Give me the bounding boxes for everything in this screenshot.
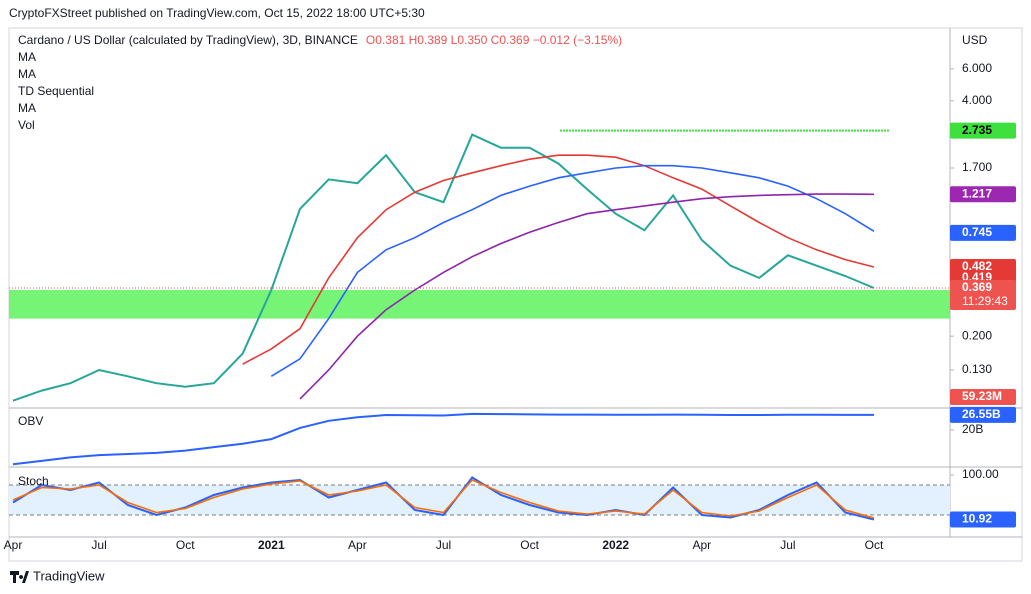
- x-tick-label: 2022: [602, 538, 629, 552]
- x-tick-label: Jul: [91, 538, 106, 552]
- value-badge-label: 26.55B: [962, 407, 1001, 421]
- pane: [9, 129, 950, 402]
- x-tick-label: Apr: [4, 538, 23, 552]
- y-tick-label: 0.130: [962, 362, 992, 376]
- value-badge: [950, 511, 1016, 528]
- indicator-name: Vol: [18, 118, 35, 132]
- y-tick-label: 4.000: [962, 93, 992, 107]
- pane-title: OBV: [18, 414, 43, 428]
- volume-badge: [950, 389, 1016, 405]
- pane-title: Cardano / US Dollar (calculated by Tradi…: [18, 33, 358, 47]
- series-line: [12, 412, 874, 466]
- series-line: [242, 154, 875, 365]
- indicator-name: MA: [18, 101, 36, 115]
- indicator-name: TD Sequential: [18, 84, 94, 98]
- x-tick-label: Apr: [348, 538, 367, 552]
- indicator-name: MA: [18, 67, 36, 81]
- pane: [12, 412, 874, 466]
- ohlc-values: O0.381 H0.389 L0.350 C0.369 −0.012 (−3.1…: [366, 33, 622, 47]
- x-tick-label: Jul: [436, 538, 451, 552]
- price-badge-label: 0.745: [962, 225, 992, 239]
- y-axis-label: USD: [962, 33, 988, 47]
- price-badge-label: 2.735: [962, 123, 992, 137]
- x-tick-label: Oct: [520, 538, 539, 552]
- y-tick-label: 1.700: [962, 160, 992, 174]
- x-tick-label: Jul: [780, 538, 795, 552]
- y-tick-label: 20B: [962, 422, 983, 436]
- series-line: [12, 133, 875, 402]
- price-badge: [950, 122, 1016, 139]
- volume-badge-label: 59.23M: [962, 389, 1002, 403]
- price-badge-label: 1.217: [962, 186, 992, 200]
- y-tick-label: 100.00: [962, 467, 999, 481]
- price-badge: [950, 224, 1016, 241]
- pane-title: Stoch: [18, 474, 49, 488]
- value-badge: [950, 406, 1016, 423]
- x-tick-label: 2021: [258, 538, 285, 552]
- brand-name: TradingView: [33, 568, 105, 583]
- value-badge-label: 10.92: [962, 512, 992, 526]
- y-tick-label: 6.000: [962, 61, 992, 75]
- brand-logo: [10, 571, 29, 583]
- x-tick-label: Oct: [176, 538, 195, 552]
- pane: [9, 476, 950, 521]
- series-line: [12, 479, 875, 519]
- indicator-name: MA: [18, 50, 36, 64]
- published-note: CryptoFXStreet published on TradingView.…: [9, 6, 425, 20]
- support-zone: [9, 289, 950, 319]
- series-line: [299, 193, 875, 400]
- price-badge-label: 0.369: [962, 280, 992, 294]
- series-line: [270, 164, 875, 377]
- y-tick-label: 0.200: [962, 328, 992, 342]
- countdown: 11:29:43: [962, 294, 1008, 308]
- stoch-band: [9, 485, 950, 515]
- brand: TradingView: [10, 568, 105, 583]
- x-tick-label: Oct: [865, 538, 884, 552]
- x-tick-label: Apr: [692, 538, 711, 552]
- series-line: [12, 476, 875, 521]
- price-badge: [950, 280, 1016, 311]
- price-badge-label: 0.482: [962, 259, 992, 273]
- price-badge: [950, 186, 1016, 203]
